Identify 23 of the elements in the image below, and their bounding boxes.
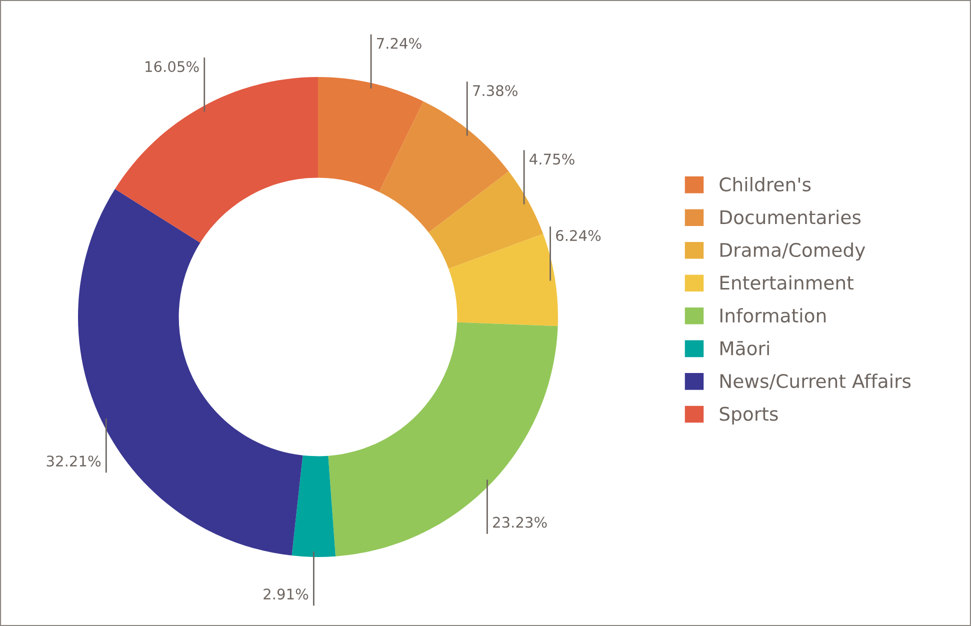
data-label: 4.75% (530, 154, 574, 165)
legend-label: Māori (720, 340, 769, 356)
legend-label: Drama/Comedy (720, 242, 866, 261)
donut-slice (379, 101, 509, 233)
data-label: 32.21% (46, 456, 101, 467)
data-label: 23.23% (493, 516, 547, 528)
legend-label: Children's (720, 176, 811, 192)
legend-label: Information (720, 308, 826, 323)
data-label: 2.91% (264, 588, 308, 600)
legend-label: Sports (720, 406, 778, 425)
donut-slice (428, 171, 544, 269)
donut-slice (328, 322, 558, 556)
data-label: 7.38% (473, 85, 518, 96)
legend-label: Entertainment (720, 275, 854, 290)
donut-slice (318, 77, 424, 192)
donut-slice (114, 77, 318, 243)
legend-label: Documentaries (720, 210, 861, 224)
donut-slice (448, 234, 558, 326)
donut-slice (292, 455, 336, 557)
data-label: 7.24% (377, 38, 422, 49)
legend-label: News/Current Affairs (720, 374, 911, 390)
data-label: 6.24% (556, 230, 601, 242)
data-label: 16.05% (146, 61, 199, 72)
